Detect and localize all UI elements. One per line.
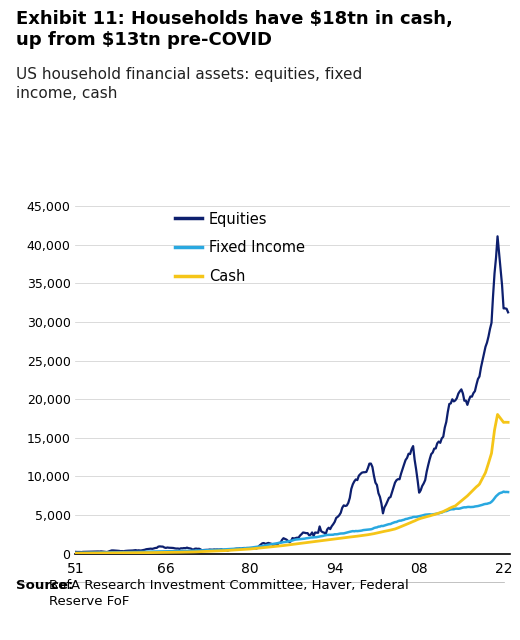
Text: US household financial assets: equities, fixed
income, cash: US household financial assets: equities,… — [16, 67, 362, 101]
Text: Exhibit 11: Households have $18tn in cash,
up from $13tn pre-COVID: Exhibit 11: Households have $18tn in cas… — [16, 10, 452, 49]
Text: BofA Research Investment Committee, Haver, Federal
Reserve FoF: BofA Research Investment Committee, Have… — [49, 579, 409, 608]
Legend: Equities, Fixed Income, Cash: Equities, Fixed Income, Cash — [170, 205, 311, 290]
Text: Source:: Source: — [16, 579, 73, 592]
